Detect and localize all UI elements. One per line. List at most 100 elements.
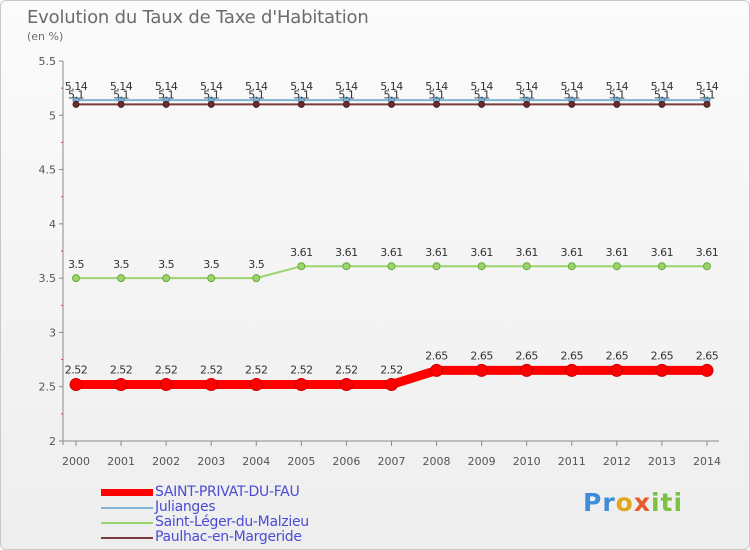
y-tick-label: 2 [49,435,56,448]
data-label-saint_privat: 2.65 [561,349,584,362]
data-label-julianges: 5.14 [335,80,358,93]
data-label-julianges: 5.14 [110,80,133,93]
data-label-saint_privat: 2.65 [470,349,493,362]
data-label-julianges: 5.14 [290,80,313,93]
legend-label: SAINT-PRIVAT-DU-FAU [155,484,300,500]
data-label-paulhac: 5.1 [248,88,264,101]
data-point-saint_leger [72,274,80,283]
y-tick-label: 5 [49,109,56,122]
x-tick-label: 2007 [377,455,405,468]
data-label-julianges: 5.14 [606,80,629,93]
data-point-paulhac [297,100,305,108]
data-label-saint_privat: 2.52 [155,364,178,377]
x-tick-label: 2000 [62,455,90,468]
data-point-saint_privat [114,378,128,392]
data-label-paulhac: 5.1 [564,88,580,101]
data-label-paulhac: 5.1 [293,88,309,101]
data-label-saint_leger: 3.61 [290,246,313,259]
data-point-saint_privat [700,363,714,377]
data-point-paulhac [117,100,125,108]
chart-unit-label: (en %) [27,30,64,43]
data-point-saint_leger [612,262,621,271]
data-point-paulhac [613,100,621,108]
data-label-paulhac: 5.1 [609,88,625,101]
data-label-saint_leger: 3.5 [68,258,84,271]
data-label-saint_privat: 2.52 [335,364,358,377]
series-lines [71,99,712,390]
x-tick-label: 2010 [513,455,541,468]
y-tick-label: 3 [49,326,56,339]
data-label-saint_leger: 3.61 [335,246,358,259]
data-point-saint_leger [252,274,261,283]
x-tick-label: 2014 [693,455,721,468]
data-label-julianges: 5.14 [561,80,584,93]
x-tick-label: 2008 [423,455,451,468]
legend-swatch-paulhac [101,537,153,539]
data-label-paulhac: 5.1 [158,88,174,101]
x-tick-label: 2004 [242,455,270,468]
legend-label: Saint-Léger-du-Malzieu [155,514,309,530]
data-point-paulhac [342,100,350,108]
data-point-saint_privat [69,378,83,392]
data-point-saint_privat [655,363,669,377]
x-tick-label: 2003 [197,455,225,468]
data-label-saint_leger: 3.61 [651,246,674,259]
data-point-saint_privat [204,378,218,392]
data-label-julianges: 5.14 [696,80,719,93]
data-point-saint_leger [117,274,126,283]
data-point-paulhac [433,100,441,108]
data-label-saint_leger: 3.61 [380,246,403,259]
data-label-julianges: 5.14 [470,80,493,93]
data-label-saint_leger: 3.5 [203,258,219,271]
data-point-saint_privat [294,378,308,392]
data-label-paulhac: 5.1 [699,88,715,101]
data-point-paulhac [72,100,80,108]
legend-swatch-saint-leger [101,522,153,524]
data-label-saint_privat: 2.52 [290,364,313,377]
data-point-saint_privat [475,363,489,377]
data-point-paulhac [162,100,170,108]
data-point-saint_privat [565,363,579,377]
data-point-saint_privat [384,378,398,392]
data-label-julianges: 5.14 [651,80,674,93]
data-point-saint_privat [610,363,624,377]
data-point-saint_leger [207,274,216,283]
data-point-paulhac [523,100,531,108]
data-label-saint_leger: 3.61 [470,246,493,259]
data-point-saint_leger [522,262,531,271]
data-label-paulhac: 5.1 [429,88,445,101]
chart-title: Evolution du Taux de Taxe d'Habitation [27,7,369,28]
data-label-saint_leger: 3.61 [425,246,448,259]
x-tick-label: 2013 [648,455,676,468]
x-tick-label: 2009 [468,455,496,468]
data-point-saint_leger [162,274,171,283]
data-label-julianges: 5.14 [155,80,178,93]
data-point-paulhac [387,100,395,108]
axes: 2 2.5 3 3.5 4 4.5 5 5.5 2000 2001 2002 2003 2004 2005… [39,55,721,468]
data-label-julianges: 5.14 [380,80,403,93]
data-point-saint_privat [339,378,353,392]
data-point-saint_privat [159,378,173,392]
data-label-saint_privat: 2.65 [606,349,629,362]
y-tick-label: 2.5 [39,381,57,394]
y-tick-label: 4 [49,218,56,231]
data-label-saint_leger: 3.61 [696,246,719,259]
proxiti-logo: Proxiti [583,488,684,517]
data-point-saint_leger [342,262,351,271]
data-point-saint_leger [387,262,396,271]
data-label-paulhac: 5.1 [338,88,354,101]
data-label-saint_privat: 2.65 [425,349,448,362]
x-tick-label: 2005 [287,455,315,468]
data-label-paulhac: 5.1 [474,88,490,101]
data-label-saint_privat: 2.65 [696,349,719,362]
data-point-saint_leger [657,262,666,271]
data-label-saint_leger: 3.61 [606,246,629,259]
data-label-saint_privat: 2.52 [245,364,268,377]
data-label-saint_privat: 2.65 [651,349,674,362]
data-label-paulhac: 5.1 [654,88,670,101]
data-point-saint_leger [702,262,711,271]
data-point-saint_privat [430,363,444,377]
data-label-saint_privat: 2.65 [515,349,538,362]
data-label-saint_leger: 3.5 [158,258,174,271]
data-point-paulhac [252,100,260,108]
